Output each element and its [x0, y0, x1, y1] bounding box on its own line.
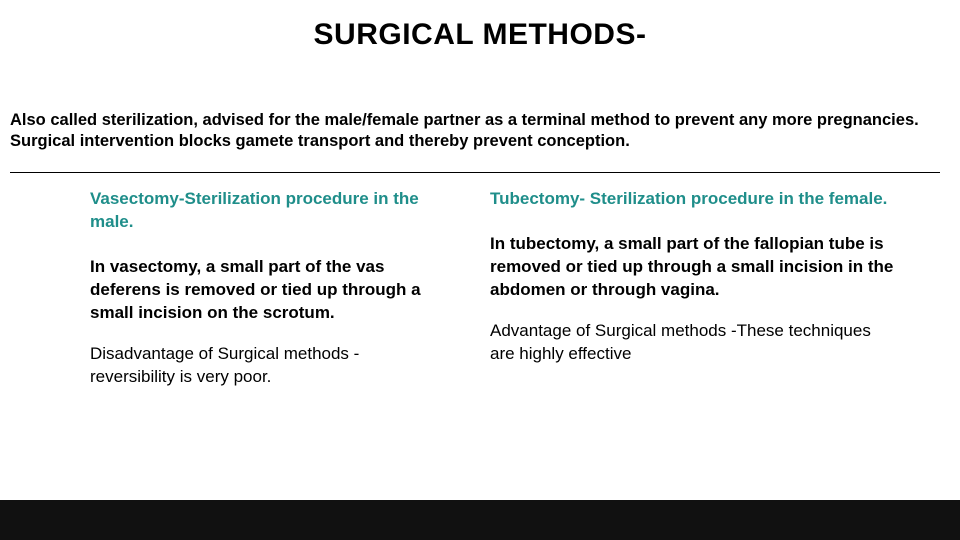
slide-title: SURGICAL METHODS- — [0, 18, 960, 52]
disadvantage-note: Disadvantage of Surgical methods - rever… — [90, 343, 440, 389]
right-column: Tubectomy- Sterilization procedure in th… — [470, 188, 940, 389]
vasectomy-description: In vasectomy, a small part of the vas de… — [90, 256, 440, 325]
advantage-note: Advantage of Surgical methods -These tec… — [490, 320, 900, 366]
slide: SURGICAL METHODS- Also called sterilizat… — [0, 0, 960, 540]
tubectomy-description: In tubectomy, a small part of the fallop… — [490, 233, 900, 302]
intro-paragraph: Also called sterilization, advised for t… — [10, 110, 940, 153]
vasectomy-heading: Vasectomy-Sterilization procedure in the… — [90, 188, 440, 234]
divider-line — [10, 172, 940, 173]
left-column: Vasectomy-Sterilization procedure in the… — [0, 188, 470, 389]
footer-band — [0, 500, 960, 540]
two-column-layout: Vasectomy-Sterilization procedure in the… — [0, 188, 960, 389]
tubectomy-heading: Tubectomy- Sterilization procedure in th… — [490, 188, 900, 211]
